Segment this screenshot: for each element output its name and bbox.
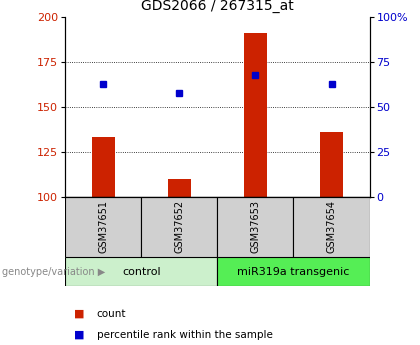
Text: percentile rank within the sample: percentile rank within the sample [97, 330, 273, 339]
Bar [294, 197, 370, 257]
Text: GSM37654: GSM37654 [326, 200, 336, 253]
Text: GSM37651: GSM37651 [98, 200, 108, 253]
Bar [218, 257, 370, 286]
Text: ■: ■ [74, 330, 84, 339]
Text: ■: ■ [74, 309, 84, 319]
Bar [244, 33, 267, 197]
Bar [320, 132, 343, 197]
Title: GDS2066 / 267315_at: GDS2066 / 267315_at [141, 0, 294, 13]
Text: miR319a transgenic: miR319a transgenic [237, 267, 350, 277]
Text: GSM37652: GSM37652 [174, 200, 184, 253]
Bar [141, 197, 218, 257]
Text: control: control [122, 267, 160, 277]
Bar [218, 197, 294, 257]
Text: count: count [97, 309, 126, 319]
Text: GSM37653: GSM37653 [250, 200, 260, 253]
Text: genotype/variation ▶: genotype/variation ▶ [2, 267, 105, 277]
Bar [65, 197, 141, 257]
Bar [92, 137, 115, 197]
Bar [65, 257, 218, 286]
Bar [168, 179, 191, 197]
